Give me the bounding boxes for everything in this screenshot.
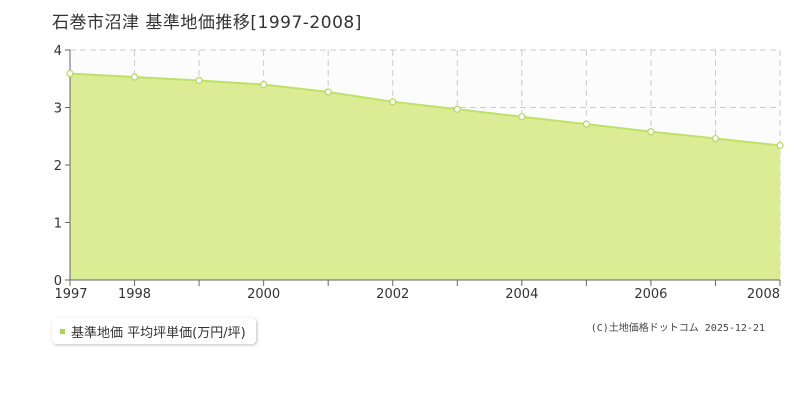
data-point[interactable]: [130, 73, 139, 81]
data-point[interactable]: [66, 69, 74, 78]
x-tick-label: 1998: [118, 287, 151, 302]
legend-label: 基準地価 平均坪単価(万円/坪): [71, 325, 246, 341]
series-line: [69, 72, 781, 147]
chart-title: 石巻市沼津 基準地価推移[1997-2008]: [52, 13, 362, 33]
area-series: [69, 72, 781, 280]
y-tick-label: 0: [54, 274, 62, 289]
credit-text: (C)土地価格ドットコム 2025-12-21: [590, 323, 765, 334]
data-point[interactable]: [776, 141, 784, 150]
data-point[interactable]: [389, 98, 397, 106]
data-point[interactable]: [647, 128, 655, 136]
y-tick-label: 2: [54, 159, 62, 174]
data-point[interactable]: [195, 76, 203, 85]
tick-labels: 0 1 2 3 4 1997 1998 2000 2002 2004 2006 2008: [54, 44, 780, 302]
data-point[interactable]: [518, 113, 526, 121]
x-tick-label: 2004: [505, 287, 538, 302]
data-point[interactable]: [582, 120, 590, 128]
data-point[interactable]: [453, 105, 461, 113]
data-point[interactable]: [711, 134, 720, 143]
x-tick-label: 1997: [54, 287, 87, 302]
area-fill: [70, 73, 780, 280]
x-tick-label: 2006: [634, 287, 667, 302]
legend-swatch: [60, 328, 65, 334]
data-point[interactable]: [324, 88, 332, 96]
y-tick-label: 4: [54, 44, 62, 59]
y-tick-label: 3: [54, 102, 62, 117]
y-tick-label: 1: [54, 217, 62, 232]
x-tick-label: 2008: [747, 287, 780, 302]
x-tick-label: 2002: [376, 287, 409, 302]
data-point[interactable]: [260, 80, 268, 89]
data-markers[interactable]: [66, 69, 784, 150]
legend[interactable]: 基準地価 平均坪単価(万円/坪): [52, 318, 256, 344]
area-chart: 0 1 2 3 4 1997 1998 2000 2002 2004 2006 2008: [54, 44, 784, 302]
x-tick-label: 2000: [247, 287, 280, 302]
axes: [65, 49, 781, 286]
